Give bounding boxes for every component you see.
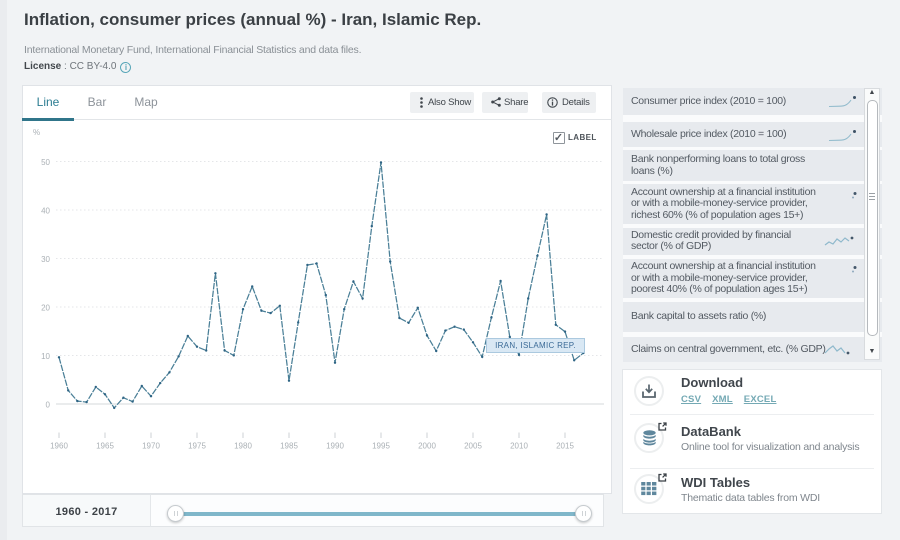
svg-text:20: 20 [41, 304, 50, 313]
svg-text:0: 0 [46, 401, 51, 410]
svg-text:1970: 1970 [142, 442, 160, 451]
svg-text:50: 50 [41, 158, 50, 167]
svg-text:2010: 2010 [510, 442, 528, 451]
svg-text:1985: 1985 [280, 442, 298, 451]
svg-text:1995: 1995 [372, 442, 390, 451]
svg-text:2000: 2000 [418, 442, 436, 451]
svg-text:2005: 2005 [464, 442, 482, 451]
svg-text:30: 30 [41, 255, 50, 264]
svg-text:1990: 1990 [326, 442, 344, 451]
svg-text:2015: 2015 [556, 442, 574, 451]
svg-text:1975: 1975 [188, 442, 206, 451]
svg-text:40: 40 [41, 207, 50, 216]
svg-text:1960: 1960 [50, 442, 68, 451]
svg-text:%: % [33, 128, 40, 137]
svg-text:1965: 1965 [96, 442, 114, 451]
svg-text:1980: 1980 [234, 442, 252, 451]
svg-text:10: 10 [41, 352, 50, 361]
